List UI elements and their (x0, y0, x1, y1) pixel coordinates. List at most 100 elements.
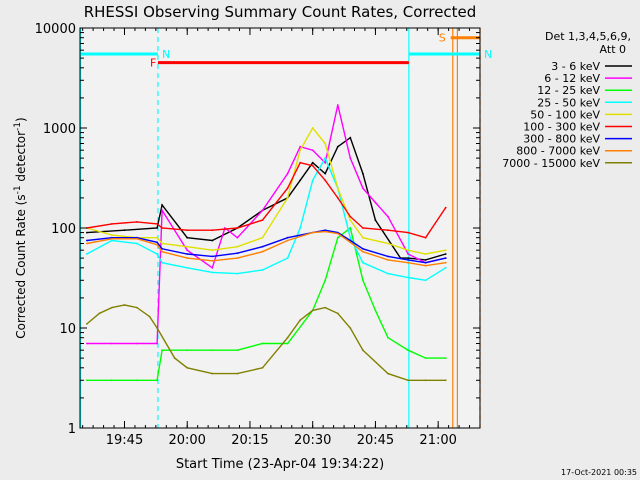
data-point (86, 242, 88, 245)
y-axis-label-end: ) (14, 117, 28, 122)
data-point (211, 229, 214, 232)
legend-label: 800 - 7000 keV (516, 145, 600, 158)
y-axis-label-sup2: -1 (13, 122, 23, 131)
data-point (186, 366, 189, 369)
data-point (424, 357, 427, 359)
series-line (86, 226, 446, 381)
legend-label: 12 - 25 keV (537, 84, 600, 97)
data-point (286, 342, 289, 345)
data-point (374, 309, 377, 312)
legend-label: 3 - 6 keV (551, 60, 600, 73)
data-point (186, 236, 189, 239)
flag-label: F (150, 57, 156, 70)
data-point (336, 104, 339, 106)
series-line (86, 156, 447, 282)
data-point (324, 161, 327, 164)
data-point (349, 219, 352, 222)
y-tick-label: 1 (68, 422, 76, 437)
data-point (173, 357, 176, 359)
data-point (286, 236, 289, 239)
data-point (387, 255, 389, 258)
y-axis: 1 10 100 1000 10000 (35, 22, 480, 437)
series-layer (86, 104, 447, 382)
y-tick-label: 10 (59, 322, 76, 337)
data-point (123, 304, 126, 306)
data-point (407, 231, 409, 234)
data-point (324, 142, 327, 145)
data-point (136, 379, 138, 382)
data-point (136, 221, 138, 223)
data-point (349, 239, 352, 242)
x-tick-label: 20:45 (357, 433, 394, 448)
plot-area (80, 28, 480, 428)
data-point (362, 172, 364, 175)
data-point (424, 264, 427, 267)
data-point (111, 239, 113, 242)
data-point (324, 279, 327, 282)
data-point (261, 236, 264, 239)
data-point (299, 227, 302, 229)
data-point (161, 349, 164, 352)
data-point (444, 261, 447, 264)
data-point (387, 259, 389, 261)
data-point (407, 249, 409, 252)
data-point (111, 234, 113, 237)
data-point (324, 172, 327, 175)
data-point (407, 259, 409, 261)
data-point (161, 204, 164, 206)
legend-label: 300 - 800 keV (523, 133, 600, 146)
flag-label: N (162, 48, 170, 61)
data-point (407, 257, 409, 259)
data-point (236, 372, 239, 375)
data-point (444, 257, 447, 259)
data-point (299, 149, 302, 152)
data-point (156, 327, 159, 329)
data-point (444, 249, 447, 252)
data-point (444, 357, 447, 359)
data-point (86, 239, 88, 242)
data-point (336, 197, 339, 199)
data-point (136, 342, 138, 345)
data-point (211, 249, 214, 252)
data-point (407, 349, 409, 352)
y-axis-label-sup1: -1 (13, 185, 23, 194)
data-point (161, 250, 164, 253)
data-point (324, 306, 327, 309)
data-point (211, 259, 214, 262)
data-point (136, 242, 138, 245)
series-line (86, 136, 446, 261)
data-point (286, 239, 289, 242)
data-point (336, 232, 339, 235)
data-point (349, 136, 352, 139)
data-point (311, 309, 314, 312)
data-point (362, 250, 364, 253)
data-point (111, 237, 113, 240)
data-point (374, 219, 377, 222)
data-point (111, 342, 113, 345)
legend-label: 25 - 50 keV (537, 96, 600, 109)
data-point (186, 266, 189, 269)
data-point (161, 242, 164, 245)
data-point (86, 379, 88, 382)
data-point (236, 227, 239, 229)
chart-title: RHESSI Observing Summary Count Rates, Co… (84, 3, 477, 21)
data-point (156, 227, 159, 229)
data-point (236, 252, 239, 255)
flags-layer: N NFS (80, 32, 492, 70)
data-point (336, 312, 339, 315)
data-point (444, 379, 447, 382)
data-point (424, 261, 427, 264)
footer-timestamp: 17-Oct-2021 00:35 (561, 468, 637, 477)
data-point (156, 223, 159, 225)
data-point (261, 250, 264, 253)
data-point (236, 245, 239, 248)
data-point (324, 179, 327, 182)
data-point (161, 247, 164, 250)
data-point (349, 215, 352, 218)
data-point (186, 229, 189, 232)
data-point (311, 161, 314, 164)
data-point (156, 253, 159, 255)
data-point (407, 253, 409, 255)
data-point (261, 219, 264, 222)
data-point (387, 242, 389, 245)
